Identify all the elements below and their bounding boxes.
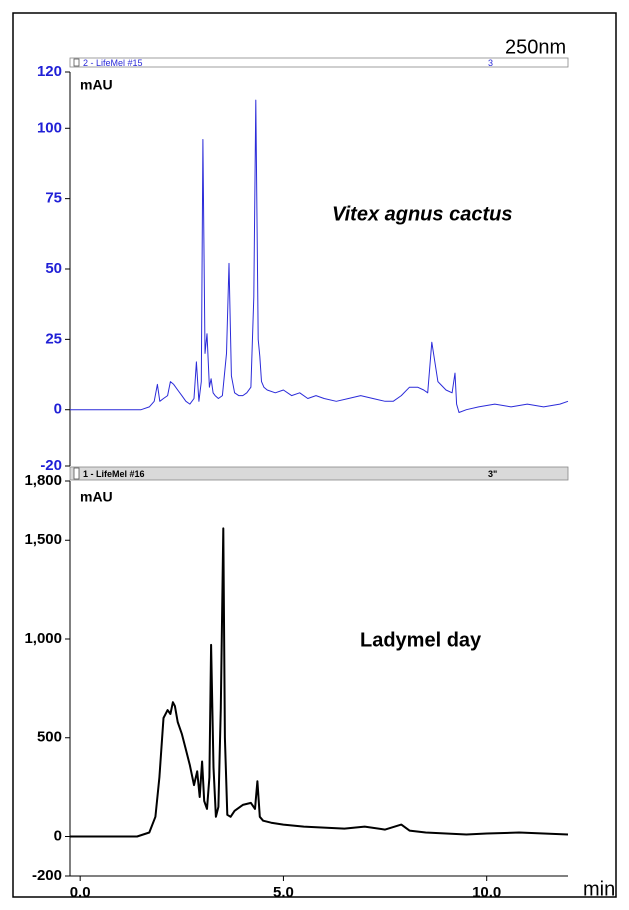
y-tick-label: -20 <box>40 457 62 474</box>
header-icon <box>73 467 80 480</box>
outer-frame <box>12 12 617 898</box>
y-unit: mAU <box>80 77 113 93</box>
header-icon <box>73 58 80 67</box>
header-label: 2 - LifeMel #15 <box>83 58 143 68</box>
y-tick-label: 0 <box>54 401 62 418</box>
y-tick-label: 1,000 <box>24 630 62 647</box>
y-tick-label: 500 <box>37 729 62 746</box>
y-tick-label: 50 <box>45 260 62 277</box>
wavelength: 250nm <box>505 36 566 58</box>
x-tick-label: 0.0 <box>70 884 91 901</box>
x-tick-label: 5.0 <box>273 884 294 901</box>
y-tick-label: 75 <box>45 190 62 207</box>
panel-header <box>69 466 569 481</box>
y-tick-label: -200 <box>32 867 62 884</box>
x-axis-label: min <box>583 878 615 900</box>
y-tick-label: 100 <box>37 119 62 136</box>
y-tick-label: 120 <box>37 63 62 80</box>
y-unit: mAU <box>80 489 113 505</box>
y-tick-label: 1,800 <box>24 472 62 489</box>
chromatogram-line <box>70 527 569 838</box>
panel-header <box>69 57 569 68</box>
header-marker: 3 <box>488 58 493 68</box>
y-tick-label: 25 <box>45 330 62 347</box>
header-marker: 3" <box>488 469 497 479</box>
chromatogram-line <box>70 99 569 413</box>
annotation: Ladymel day <box>360 629 482 651</box>
y-tick-label: 1,500 <box>24 531 62 548</box>
annotation: Vitex agnus cactus <box>332 203 512 225</box>
x-tick-label: 10.0 <box>472 884 501 901</box>
header-label: 1 - LifeMel #16 <box>83 469 145 479</box>
y-tick-label: 0 <box>54 827 62 844</box>
